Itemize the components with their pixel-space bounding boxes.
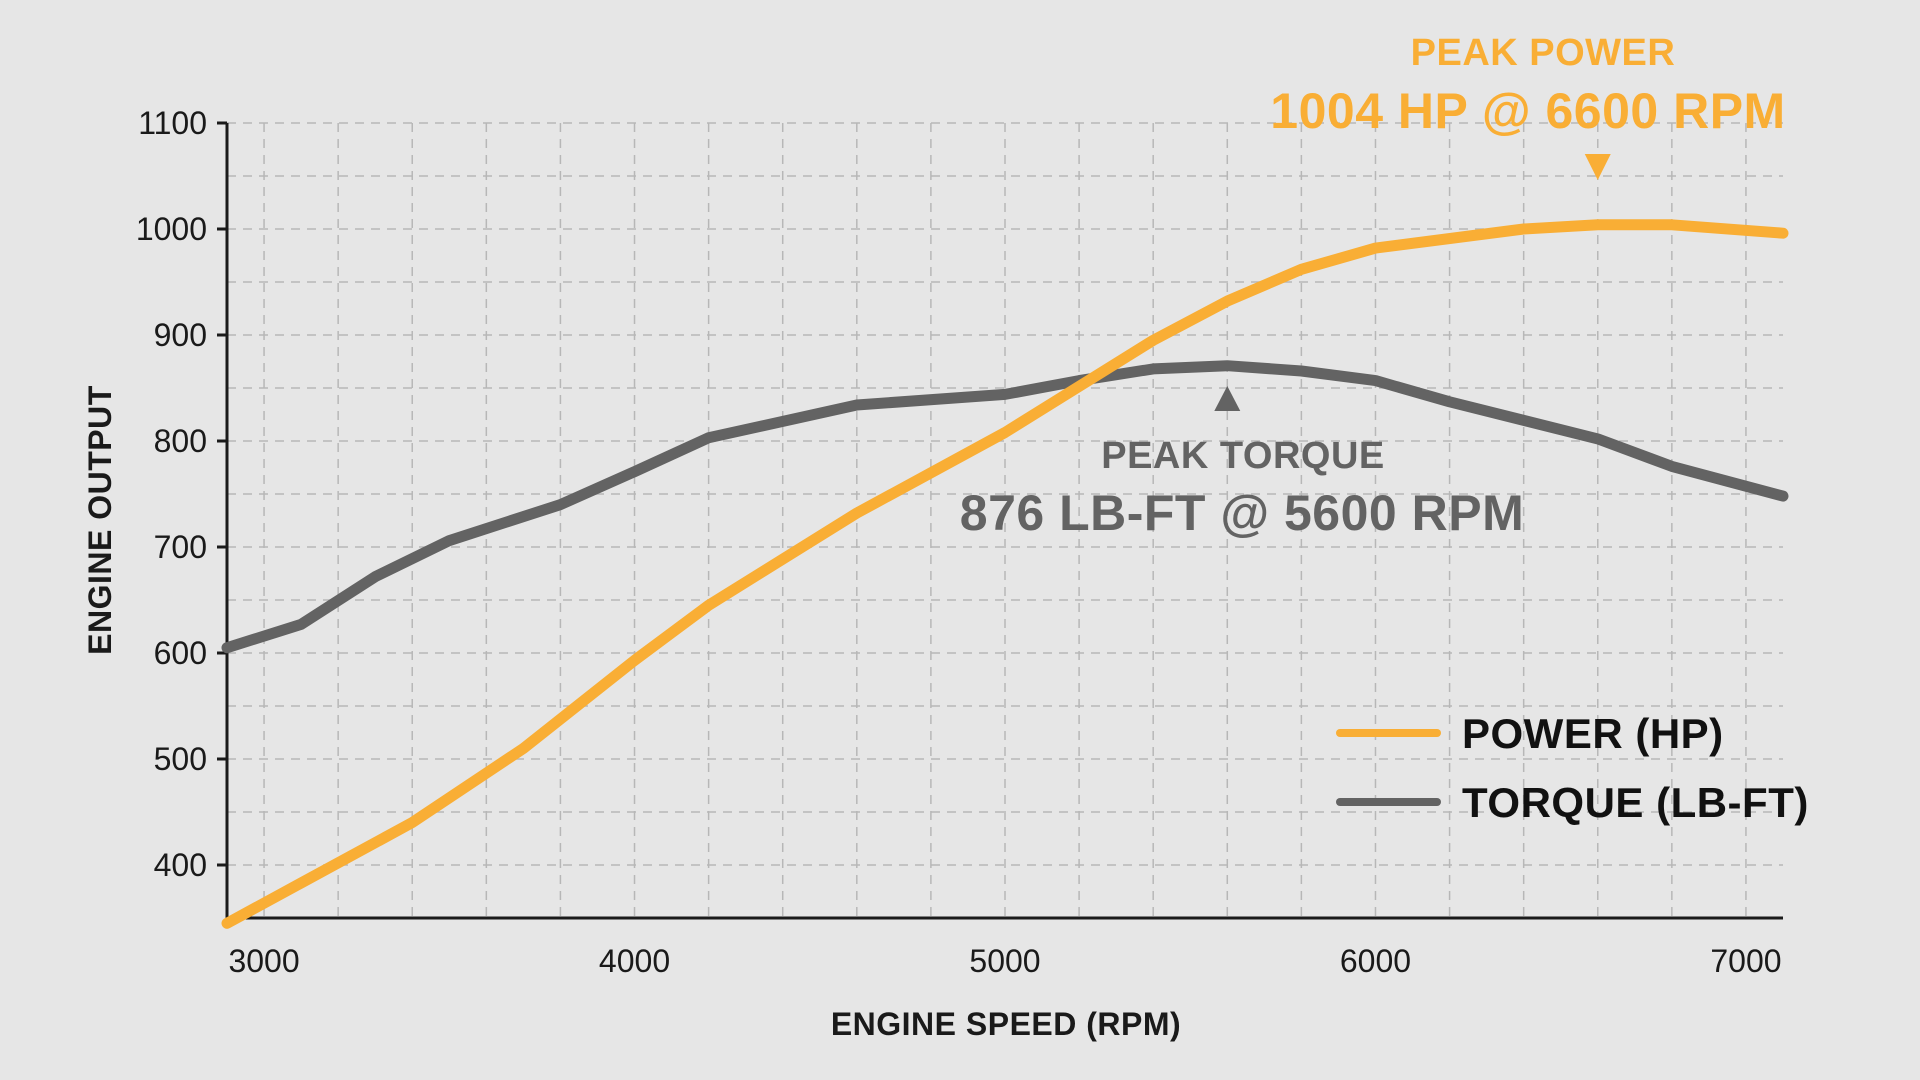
x-tick-label: 3000 [228, 943, 299, 979]
y-tick-label: 700 [154, 529, 207, 565]
peak-power-value: 1004 HP @ 6600 RPM [1270, 83, 1785, 139]
peak-power-marker [1584, 154, 1611, 180]
x-axis-title: ENGINE SPEED (RPM) [831, 1006, 1181, 1042]
legend: POWER (HP) TORQUE (LB-FT) [1336, 710, 1809, 826]
torque-series-line [221, 360, 1789, 654]
legend-label-power: POWER (HP) [1462, 710, 1724, 757]
x-tick-label: 7000 [1710, 943, 1781, 979]
peak-power-title: PEAK POWER [1411, 32, 1676, 74]
y-tick-label: 900 [154, 317, 207, 353]
y-tick-label: 1100 [138, 105, 207, 141]
x-tick-label: 5000 [969, 943, 1040, 979]
power-series-line [221, 219, 1789, 929]
x-tick-labels: 3000 4000 5000 6000 7000 [228, 943, 1781, 979]
peak-torque-marker [1214, 386, 1241, 411]
axes [217, 121, 1783, 920]
x-tick-label: 6000 [1340, 943, 1411, 979]
y-tick-label: 1000 [136, 211, 207, 247]
y-tick-label: 500 [154, 741, 207, 777]
y-tick-label: 600 [154, 635, 207, 671]
series-lines [221, 219, 1789, 929]
y-tick-label: 400 [154, 847, 207, 883]
peak-annotations: PEAK POWER 1004 HP @ 6600 RPM PEAK TORQUE 8… [960, 32, 1785, 541]
y-axis-title: ENGINE OUTPUT [82, 385, 118, 655]
y-tick-labels: 400 500 600 700 800 900 1000 1100 [136, 105, 207, 883]
legend-label-torque: TORQUE (LB-FT) [1462, 779, 1809, 826]
peak-torque-value: 876 LB-FT @ 5600 RPM [960, 485, 1524, 541]
x-tick-label: 4000 [599, 943, 670, 979]
y-tick-label: 800 [154, 423, 207, 459]
peak-torque-title: PEAK TORQUE [1101, 435, 1385, 477]
grid-lines [227, 122, 1783, 918]
